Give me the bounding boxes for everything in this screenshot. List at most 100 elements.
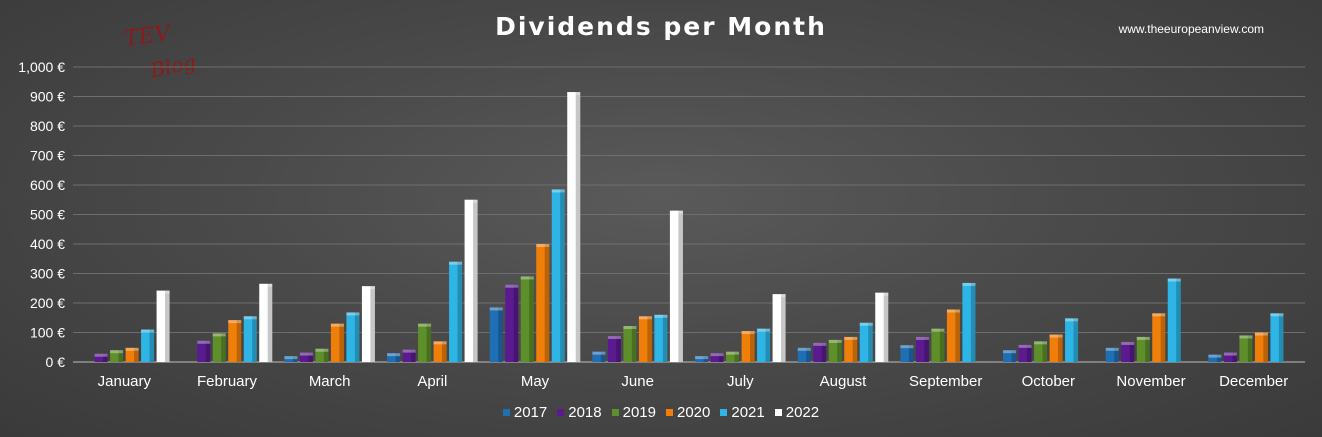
site-url: www.theeuropeanview.com — [1118, 22, 1264, 36]
bar-highlight — [757, 328, 771, 332]
bar-shade — [1058, 334, 1063, 362]
bar-shade — [498, 307, 503, 362]
bar-shade — [513, 284, 519, 362]
bar — [741, 331, 755, 362]
bar — [197, 340, 211, 362]
bar-shade — [970, 282, 976, 362]
x-tick-label: June — [621, 373, 654, 390]
bar-shade — [426, 323, 432, 362]
bar-highlight — [592, 351, 606, 355]
bar-shade — [647, 316, 652, 362]
bar-shade — [339, 323, 344, 362]
bar-shade — [1232, 352, 1237, 362]
bar-highlight — [1136, 336, 1150, 340]
bar-highlight — [726, 351, 740, 355]
bar-shade — [1176, 278, 1181, 362]
y-tick-label: 200 € — [30, 295, 65, 311]
bar — [94, 353, 108, 362]
bar — [654, 314, 668, 362]
bar — [567, 92, 581, 362]
bar — [1239, 335, 1253, 362]
bar-shade — [806, 347, 811, 362]
bar-shade — [118, 350, 124, 362]
y-tick-label: 600 € — [30, 177, 65, 193]
bar — [315, 348, 329, 362]
bar-highlight — [931, 328, 945, 332]
legend-item: 2021 — [720, 404, 765, 421]
bar-highlight — [197, 340, 211, 344]
x-tick-label: August — [820, 373, 868, 390]
bar-highlight — [141, 329, 155, 333]
bar-shade — [852, 336, 858, 362]
bar — [669, 210, 683, 362]
legend-swatch — [720, 409, 728, 416]
bar — [110, 350, 124, 362]
bar-shade — [529, 276, 534, 362]
bar-highlight — [1167, 278, 1181, 282]
bar — [623, 326, 637, 362]
bar-shade — [781, 294, 786, 362]
bar — [536, 244, 550, 362]
bar — [1121, 341, 1135, 362]
chart-title: Dividends per Month — [495, 12, 827, 41]
bar-shade — [165, 290, 170, 362]
x-tick-label: July — [727, 373, 754, 390]
bar-shade — [370, 286, 375, 362]
bar — [1208, 354, 1222, 362]
bar — [695, 356, 709, 362]
legend-label: 2020 — [677, 404, 711, 421]
x-tick-label: April — [417, 373, 447, 390]
bar — [520, 276, 534, 362]
bar-shade — [600, 351, 606, 362]
x-tick-label: November — [1116, 373, 1185, 390]
bar — [607, 336, 621, 362]
bar — [361, 286, 375, 362]
bar-shade — [411, 349, 416, 362]
bar — [1018, 344, 1032, 362]
bar — [1034, 341, 1048, 362]
bar-shade — [308, 352, 313, 362]
legend-swatch — [774, 409, 782, 416]
bar-highlight — [638, 316, 652, 320]
bar-highlight — [1223, 352, 1237, 356]
bar-shade — [205, 340, 211, 362]
bar-highlight — [875, 292, 889, 296]
bar-shade — [734, 351, 740, 362]
bar-shade — [750, 331, 755, 362]
bar-highlight — [623, 326, 637, 330]
y-tick-label: 400 € — [30, 236, 65, 252]
legend-label: 2019 — [622, 404, 656, 421]
bar — [1223, 352, 1237, 362]
bar-shade — [473, 199, 478, 362]
bar-highlight — [859, 322, 873, 326]
legend-label: 2021 — [731, 404, 765, 421]
bar-highlight — [125, 347, 139, 351]
legend-label: 2017 — [513, 404, 548, 421]
bar-shade — [575, 92, 581, 362]
bar-shade — [221, 333, 226, 362]
bar-shade — [1160, 313, 1166, 362]
bar-highlight — [654, 314, 668, 318]
bar-highlight — [418, 323, 432, 327]
bar-highlight — [900, 345, 914, 349]
bar — [1167, 278, 1181, 362]
bar-shade — [719, 353, 724, 362]
bar-shade — [662, 314, 668, 362]
bar-highlight — [1254, 332, 1268, 336]
bar-highlight — [94, 353, 108, 357]
bar — [449, 261, 463, 362]
legend-swatch — [611, 409, 619, 416]
bar — [1254, 332, 1268, 362]
bar-highlight — [813, 342, 827, 346]
bar-highlight — [1121, 341, 1135, 345]
bar-highlight — [433, 341, 447, 345]
bar-shade — [631, 326, 637, 362]
bar-highlight — [1065, 318, 1079, 322]
x-tick-label: October — [1022, 373, 1075, 390]
legend-swatch — [557, 409, 565, 416]
bar-highlight — [284, 356, 298, 360]
bar-shade — [1145, 336, 1150, 362]
bar-shade — [765, 328, 771, 362]
bar — [772, 294, 786, 362]
bar-highlight — [228, 320, 242, 324]
